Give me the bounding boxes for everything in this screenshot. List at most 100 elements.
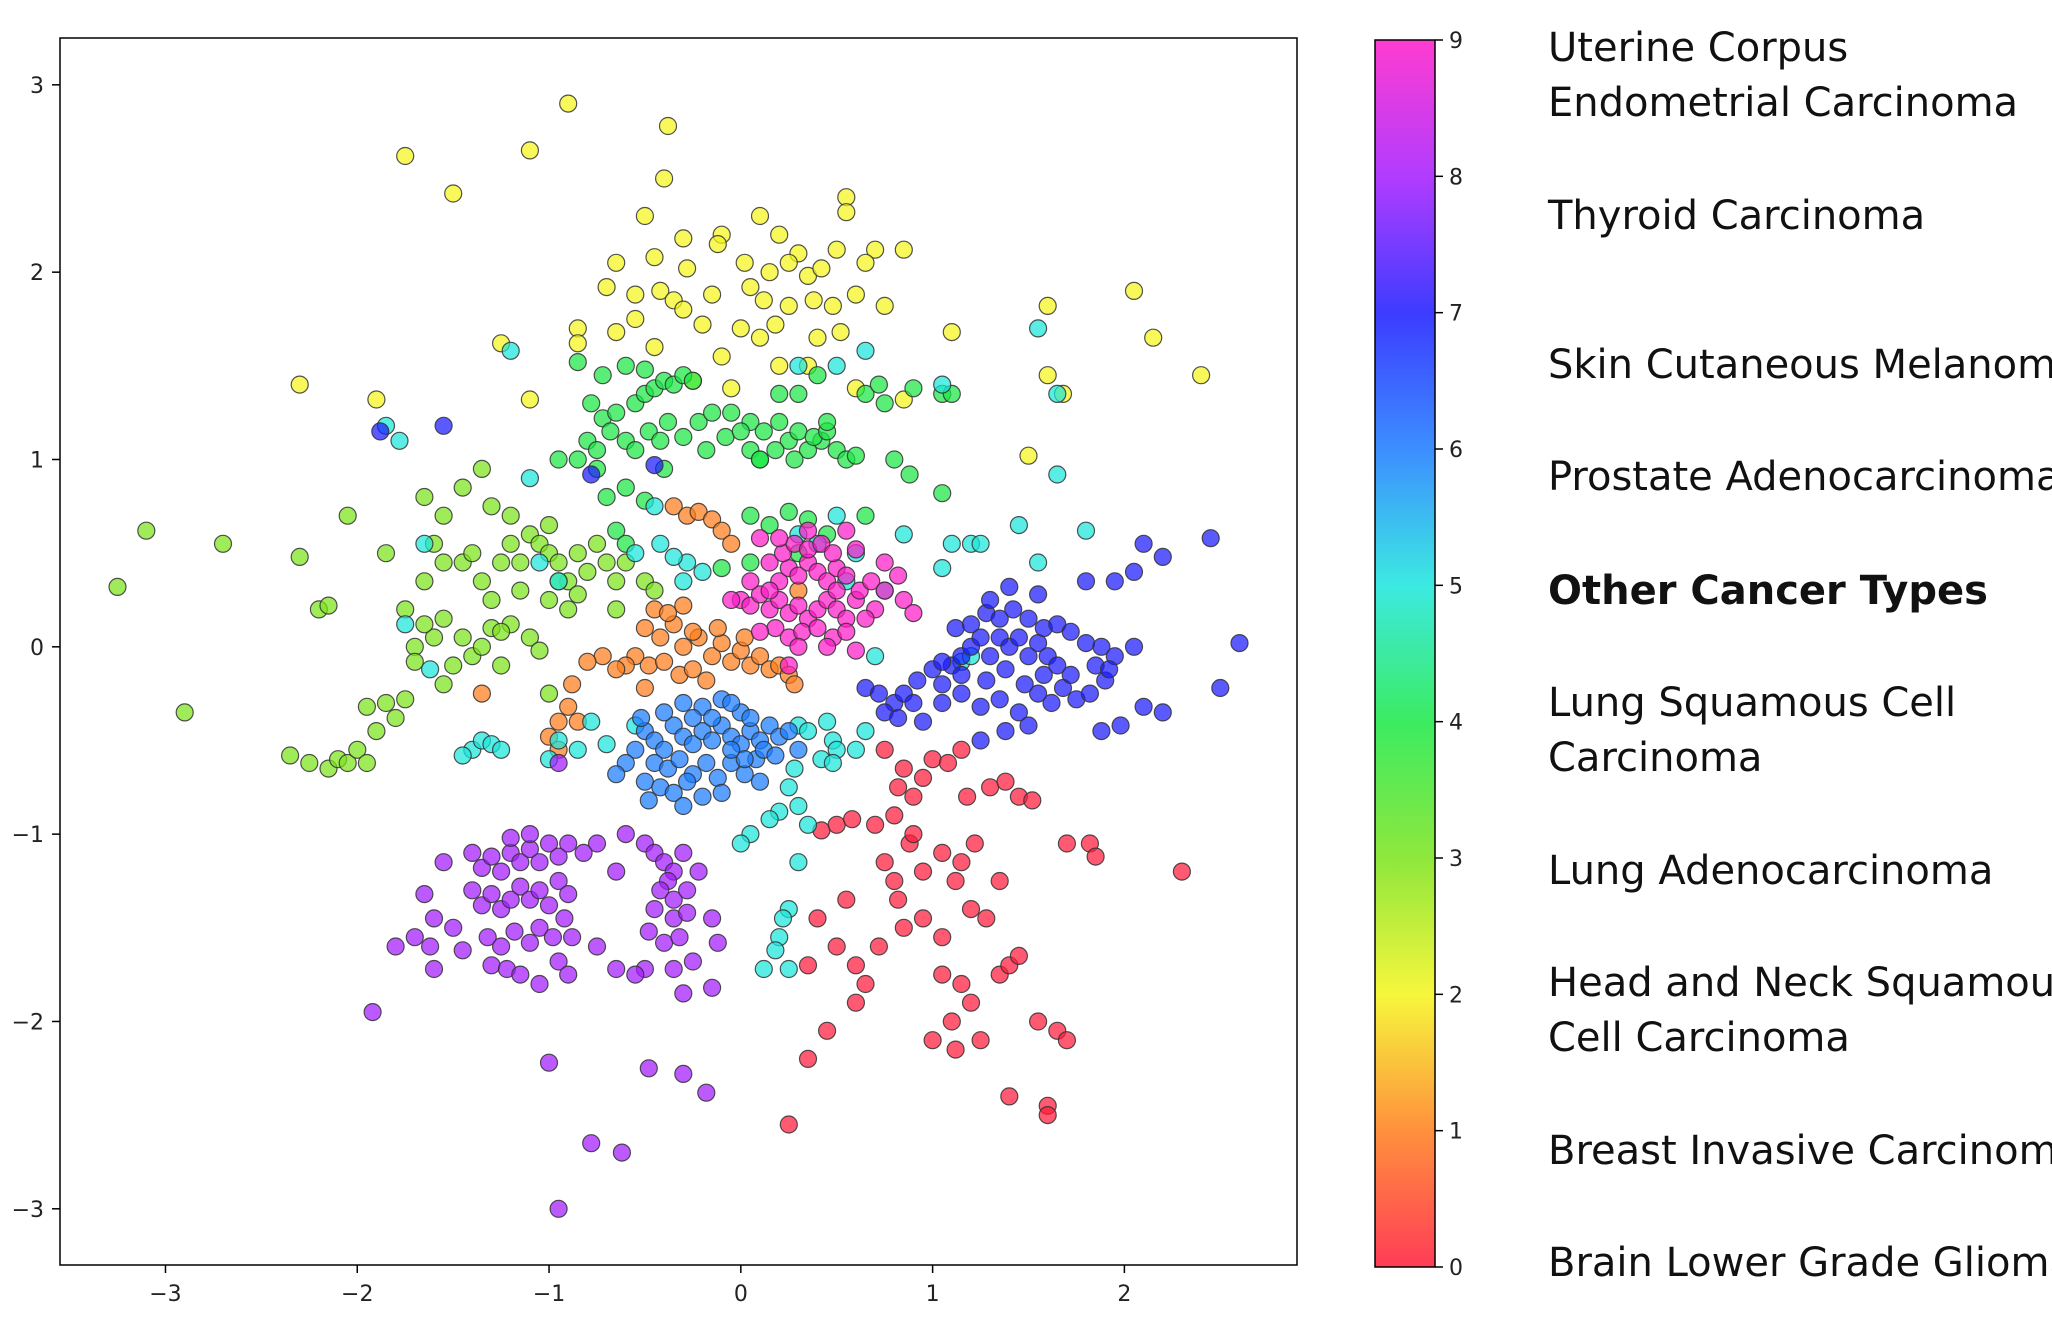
data-point [779,1115,798,1134]
data-point [817,712,837,731]
data-point [750,622,770,641]
data-point [933,484,952,503]
data-point [559,94,578,113]
data-point [520,141,540,160]
data-point [812,259,831,278]
data-point [735,628,754,647]
data-point [785,759,804,778]
data-point [1061,622,1080,641]
data-point [770,225,789,244]
data-point [789,356,808,375]
colorbar-tick-label: 1 [1449,1120,1463,1145]
data-point [1080,684,1100,703]
data-point [651,881,670,900]
data-point [693,787,712,806]
data-point [766,941,785,960]
legend-item-label: Brain Lower Grade Glioma [1548,1240,2052,1286]
data-point [505,922,524,941]
x-tick-label: −3 [149,1282,181,1307]
data-point [798,521,818,540]
data-point [674,1064,693,1084]
data-point [683,708,703,728]
data-point [827,581,846,600]
data-point [677,903,697,922]
data-point [415,615,434,634]
data-point [593,647,612,666]
data-point [539,515,559,535]
data-point [990,609,1009,628]
data-point [482,956,501,975]
data-point [789,566,808,585]
x-tick-label: 0 [734,1282,748,1307]
data-point [492,862,511,881]
y-tick-label: 0 [30,636,44,661]
data-point [1092,721,1111,741]
data-point [856,384,875,403]
data-point [1009,946,1029,966]
data-point [674,300,693,319]
data-point [664,497,683,516]
data-point [421,660,440,679]
data-point [568,544,587,563]
data-point [1023,791,1042,810]
data-point [444,656,463,675]
data-point [894,590,913,610]
data-point [1019,446,1038,465]
data-point [689,412,708,432]
data-point [1009,703,1029,722]
data-point [712,347,731,366]
data-point [683,660,703,679]
data-point [952,665,971,685]
data-point [702,708,722,728]
data-point [607,403,626,422]
colorbar-ticks: 0 1 2 3 4 5 6 7 8 9 [1435,29,1463,1281]
data-point [607,600,626,619]
data-point [530,553,549,572]
colorbar-tick-label: 6 [1449,438,1463,463]
data-point [875,296,894,315]
data-point [875,394,894,413]
data-point [674,693,693,713]
data-point [1124,637,1144,656]
data-point [357,697,376,716]
data-point [626,544,645,563]
data-point [750,206,770,226]
data-point [846,993,866,1012]
data-point [578,562,597,582]
data-point [702,403,722,422]
data-point [405,652,424,671]
data-point [708,618,727,638]
data-point [894,918,913,937]
data-point [923,1031,942,1050]
data-point [674,984,693,1003]
data-point [697,753,716,773]
data-point [754,422,773,441]
data-point [888,890,908,909]
data-point [1057,834,1077,853]
data-point [338,506,357,525]
data-point [434,553,453,572]
data-point [1134,534,1153,553]
data-point [722,403,741,422]
data-point [827,240,846,259]
colorbar-tick-label: 3 [1449,847,1463,872]
data-point [511,581,530,600]
data-point [846,740,866,759]
data-point [645,248,664,267]
plot-area [59,37,1298,1266]
data-point [722,740,741,759]
data-point [683,952,703,971]
data-point [482,590,501,610]
data-point [434,675,453,694]
data-point [664,959,683,979]
data-point [731,319,750,338]
data-point [587,937,607,956]
data-point [472,459,491,478]
data-point [1009,628,1029,647]
data-point [952,684,971,703]
data-point [946,618,965,638]
data-point [808,618,827,638]
data-point [750,450,770,469]
data-point [1034,665,1053,685]
data-point [837,622,856,641]
